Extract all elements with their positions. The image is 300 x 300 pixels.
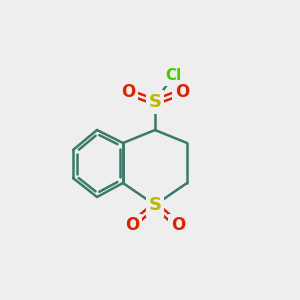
Text: Cl: Cl (165, 68, 181, 83)
Text: S: S (148, 93, 161, 111)
Text: O: O (175, 83, 189, 101)
Text: O: O (121, 83, 135, 101)
Text: S: S (148, 196, 161, 214)
Text: O: O (125, 216, 139, 234)
Text: O: O (171, 216, 185, 234)
